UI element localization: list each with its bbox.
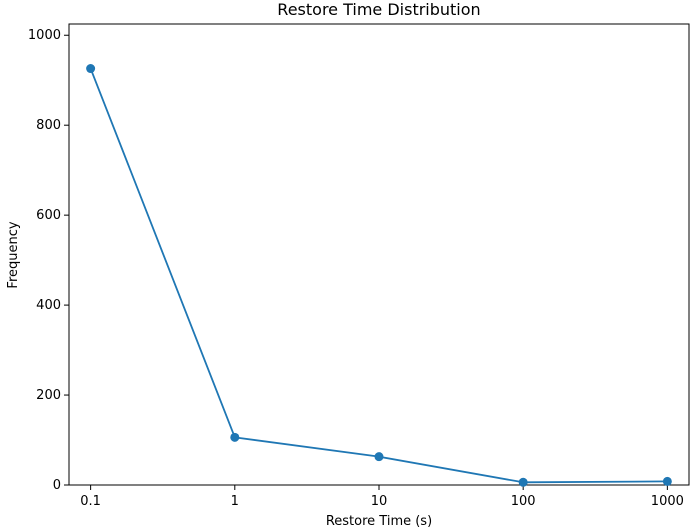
plot-frame	[68, 23, 690, 486]
y-tick-label: 600	[36, 208, 61, 223]
series-layer	[86, 64, 672, 487]
y-tick-label: 800	[36, 118, 61, 133]
x-tick-label: 10	[371, 494, 388, 509]
series-line	[89, 68, 668, 484]
x-axis-label: Restore Time (s)	[326, 514, 432, 529]
x-tick-label: 100	[511, 494, 536, 509]
data-point	[662, 476, 672, 486]
data-point	[374, 452, 384, 462]
x-tick-label: 1000	[651, 494, 684, 509]
plot-area: 0.1 1 10 100 1000 0 200 400 600 800 1000	[28, 23, 690, 509]
y-tick-label: 400	[36, 298, 61, 313]
data-point	[518, 477, 528, 487]
y-tick-label: 200	[36, 388, 61, 403]
data-point	[230, 432, 240, 442]
y-tick-label: 1000	[28, 28, 61, 43]
y-axis-label: Frequency	[6, 221, 21, 288]
x-tick-label: 1	[231, 494, 239, 509]
y-tick-label: 0	[53, 478, 61, 493]
x-axis: 0.1 1 10 100 1000	[80, 485, 684, 509]
chart-title: Restore Time Distribution	[277, 0, 480, 19]
data-point	[86, 64, 96, 74]
x-tick-label: 0.1	[80, 494, 101, 509]
y-axis: 0 200 400 600 800 1000	[28, 28, 69, 493]
